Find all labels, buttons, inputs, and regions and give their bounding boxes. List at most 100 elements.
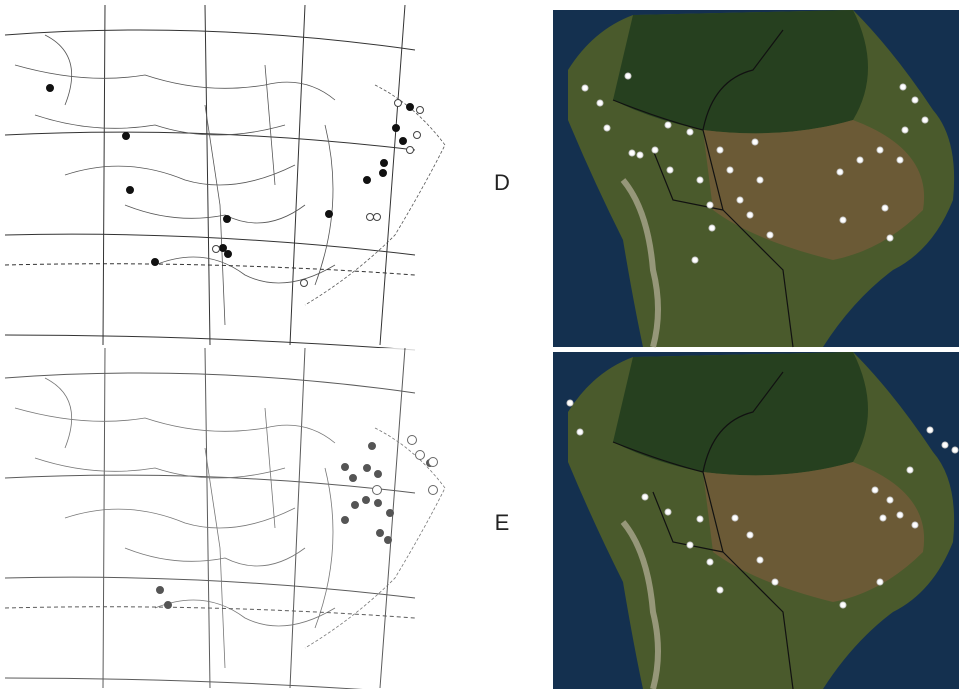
point xyxy=(707,202,713,208)
point xyxy=(757,557,763,563)
map-sketch-e xyxy=(5,348,445,689)
point xyxy=(342,464,349,471)
point xyxy=(897,512,903,518)
point xyxy=(47,85,54,92)
map-satellite-d xyxy=(553,10,959,347)
point xyxy=(369,443,376,450)
point xyxy=(364,177,371,184)
point xyxy=(857,157,863,163)
point xyxy=(374,214,381,221)
point xyxy=(393,125,400,132)
point xyxy=(364,465,371,472)
point xyxy=(377,530,384,537)
point xyxy=(157,587,164,594)
point xyxy=(652,147,658,153)
point xyxy=(123,133,130,140)
point xyxy=(872,487,878,493)
point xyxy=(840,602,846,608)
point xyxy=(567,400,573,406)
point xyxy=(665,509,671,515)
map-sketch-d xyxy=(5,5,445,350)
point xyxy=(407,104,414,111)
point xyxy=(637,152,643,158)
point xyxy=(224,216,231,223)
point xyxy=(380,170,387,177)
point xyxy=(717,587,723,593)
point xyxy=(942,442,948,448)
point xyxy=(692,257,698,263)
point xyxy=(707,559,713,565)
point xyxy=(381,160,388,167)
point xyxy=(887,235,893,241)
panel-label: D xyxy=(494,170,510,195)
point xyxy=(897,157,903,163)
point xyxy=(373,486,382,495)
point xyxy=(385,537,392,544)
point xyxy=(887,497,893,503)
point xyxy=(667,167,673,173)
point xyxy=(375,471,382,478)
point xyxy=(408,436,417,445)
point xyxy=(732,515,738,521)
point xyxy=(582,85,588,91)
point xyxy=(717,147,723,153)
point xyxy=(747,532,753,538)
point xyxy=(697,177,703,183)
point xyxy=(326,211,333,218)
point xyxy=(429,458,438,467)
map-satellite-e xyxy=(553,352,959,689)
point xyxy=(597,100,603,106)
point xyxy=(767,232,773,238)
point xyxy=(417,107,424,114)
point xyxy=(907,467,913,473)
point xyxy=(752,139,758,145)
point xyxy=(877,147,883,153)
point xyxy=(375,500,382,507)
point xyxy=(629,150,635,156)
point xyxy=(414,132,421,139)
point xyxy=(687,129,693,135)
point xyxy=(902,127,908,133)
point xyxy=(665,122,671,128)
point xyxy=(225,251,232,258)
point xyxy=(220,245,227,252)
point xyxy=(877,579,883,585)
point xyxy=(697,516,703,522)
point xyxy=(757,177,763,183)
point xyxy=(642,494,648,500)
point xyxy=(350,475,357,482)
point xyxy=(727,167,733,173)
point xyxy=(837,169,843,175)
point xyxy=(687,542,693,548)
panel-label: E xyxy=(495,510,510,535)
point xyxy=(604,125,610,131)
point xyxy=(387,510,394,517)
point xyxy=(912,97,918,103)
point xyxy=(363,497,370,504)
point xyxy=(747,212,753,218)
point xyxy=(152,259,159,266)
point xyxy=(912,522,918,528)
point xyxy=(709,225,715,231)
point xyxy=(395,100,402,107)
point xyxy=(429,486,438,495)
point xyxy=(900,84,906,90)
point xyxy=(927,427,933,433)
point xyxy=(400,138,407,145)
point xyxy=(367,214,374,221)
point xyxy=(737,197,743,203)
point xyxy=(416,451,425,460)
point xyxy=(922,117,928,123)
point xyxy=(165,602,172,609)
point xyxy=(301,280,308,287)
point xyxy=(577,429,583,435)
point xyxy=(882,205,888,211)
figure: D E xyxy=(0,0,959,689)
point xyxy=(772,579,778,585)
point xyxy=(625,73,631,79)
point xyxy=(407,147,414,154)
point xyxy=(952,447,958,453)
point xyxy=(342,517,349,524)
point xyxy=(352,502,359,509)
point xyxy=(880,515,886,521)
